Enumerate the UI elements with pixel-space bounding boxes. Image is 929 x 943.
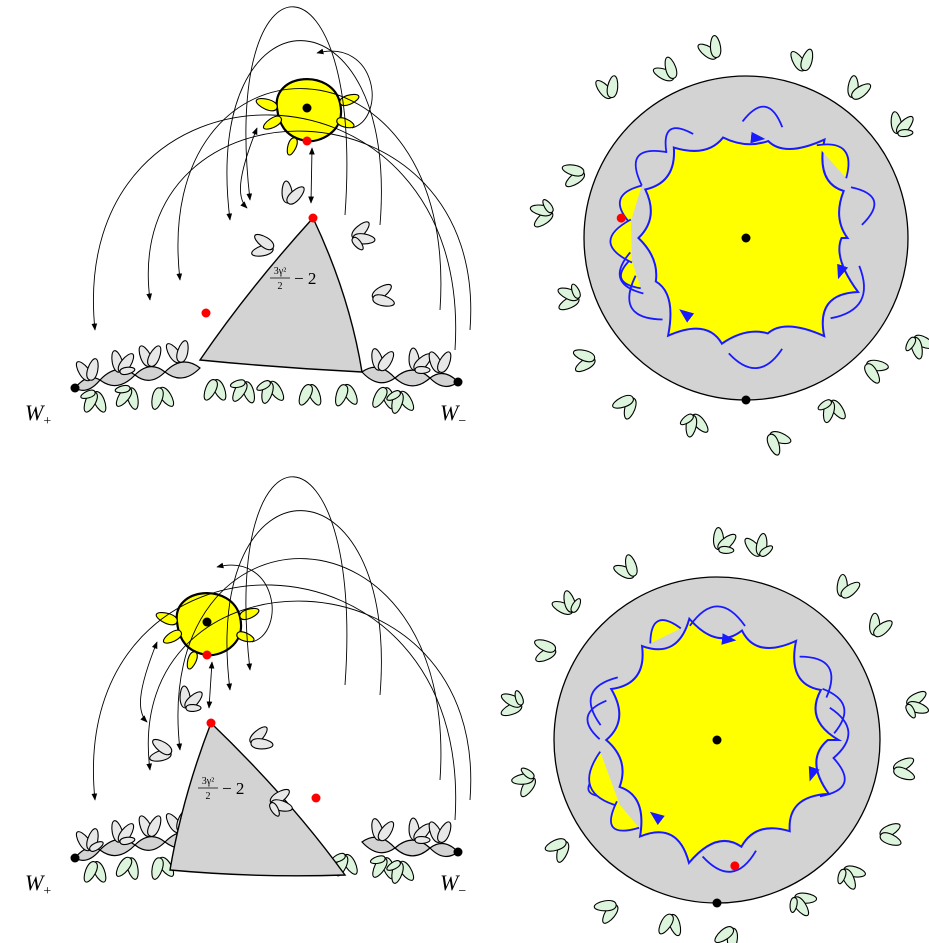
bead: [135, 837, 165, 851]
endpoint-subscript: +: [43, 884, 51, 899]
yellow-leaf: [163, 630, 181, 643]
yellow-leaf: [156, 613, 177, 625]
endpoint-symbol: W: [440, 870, 460, 895]
fraction-denominator: 2: [278, 281, 283, 292]
yellow-leaf: [256, 99, 277, 111]
leaf: [415, 367, 430, 374]
bead: [430, 374, 458, 387]
bead: [430, 844, 458, 857]
leaf: [659, 914, 673, 934]
bead: [165, 362, 200, 378]
point: [303, 104, 312, 113]
leaf: [894, 767, 915, 780]
fraction-numerator: 3γ²: [274, 266, 286, 277]
arrow: [311, 148, 312, 203]
leaf: [898, 130, 913, 137]
leaf: [370, 856, 385, 864]
marked-point: [203, 651, 212, 660]
marked-point: [309, 214, 318, 223]
endpoint-subscript: +: [43, 414, 51, 429]
marked-point: [730, 861, 739, 870]
leaf: [148, 346, 161, 367]
leaf: [230, 380, 245, 388]
endpoint-symbol: W: [25, 400, 45, 425]
point: [454, 848, 463, 857]
endpoint-label: W−: [440, 400, 466, 429]
arrow: [93, 585, 455, 820]
yellow-leaf: [287, 138, 297, 155]
leaf: [373, 295, 394, 306]
leaf: [336, 385, 348, 406]
endpoint-symbol: W: [25, 870, 45, 895]
endpoint-subscript: −: [458, 884, 466, 899]
marked-point: [207, 719, 216, 728]
point: [742, 396, 751, 405]
leaf: [438, 822, 451, 843]
leaf: [880, 833, 901, 846]
leaf: [438, 352, 451, 373]
endpoint-subscript: −: [458, 414, 466, 429]
marked-point: [202, 309, 211, 318]
marked-point: [312, 794, 321, 803]
leaf: [415, 837, 430, 844]
leaf: [573, 350, 594, 362]
yellow-leaf: [237, 632, 254, 642]
leaf: [87, 359, 98, 380]
fraction-numerator: 3γ²: [202, 776, 214, 787]
drawing: W+W−3γ²2− 2W+W−3γ²2− 2: [25, 7, 929, 943]
endpoint-symbol: W: [440, 400, 460, 425]
endpoint-label: W−: [440, 870, 466, 899]
point: [71, 854, 80, 863]
arrow: [246, 477, 347, 685]
leaf: [115, 385, 130, 392]
point: [71, 384, 80, 393]
triangle-label-rest: − 2: [222, 779, 244, 798]
marked-point: [617, 214, 626, 223]
leaf: [299, 385, 312, 406]
yellow-leaf: [187, 652, 197, 669]
leaf: [594, 901, 616, 911]
leaf: [607, 76, 618, 98]
leaf: [719, 546, 734, 553]
point: [713, 736, 722, 745]
leaf: [251, 739, 273, 749]
leaf: [535, 640, 556, 652]
leaf: [801, 49, 813, 70]
leaf: [84, 862, 97, 883]
leaf: [152, 388, 163, 409]
point: [454, 378, 463, 387]
arrow: [209, 662, 212, 708]
figure: W+W−3γ²2− 2W+W−3γ²2− 2: [0, 0, 929, 943]
leaf: [204, 380, 217, 401]
leaf: [790, 898, 797, 913]
endpoint-label: W+: [25, 400, 51, 429]
marked-point: [303, 137, 312, 146]
fraction-denominator: 2: [206, 791, 211, 802]
point: [742, 234, 751, 243]
triangle-label-rest: − 2: [294, 269, 316, 288]
bead: [135, 367, 165, 381]
leaf: [710, 36, 720, 58]
leaf: [177, 341, 188, 362]
leaf: [152, 858, 163, 879]
point: [713, 899, 722, 908]
leaf: [562, 165, 584, 176]
endpoint-label: W+: [25, 870, 51, 899]
leaf: [373, 387, 387, 407]
triangle: [200, 218, 362, 372]
yellow-leaf: [263, 116, 281, 129]
leaf: [148, 816, 161, 837]
leaf: [186, 705, 201, 712]
arrow: [140, 642, 157, 722]
